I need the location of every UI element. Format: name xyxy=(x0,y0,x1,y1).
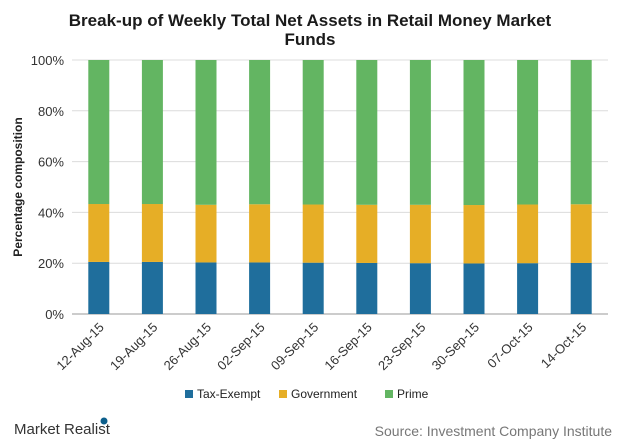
bar-segment xyxy=(463,60,485,206)
bar-segment xyxy=(195,60,217,205)
x-tick-label: 16-Sep-15 xyxy=(321,320,375,374)
y-tick-label: 100% xyxy=(31,53,65,68)
bar-segment xyxy=(409,263,431,314)
bar-segment xyxy=(195,262,217,314)
bar-segment xyxy=(570,60,592,205)
logo-text: Market Realist xyxy=(14,421,111,438)
legend-label: Prime xyxy=(397,387,429,401)
bar-segment xyxy=(409,60,431,205)
bar-segment xyxy=(88,204,110,262)
chart-title-line-1: Break-up of Weekly Total Net Assets in R… xyxy=(69,11,552,30)
y-tick-label: 20% xyxy=(38,256,64,271)
legend-label: Tax-Exempt xyxy=(197,387,261,401)
bar-segment xyxy=(88,261,110,314)
bar-segment xyxy=(517,204,539,264)
x-tick-label: 09-Sep-15 xyxy=(268,320,322,374)
y-tick-label: 80% xyxy=(38,104,64,119)
source-note: Source: Investment Company Institute xyxy=(375,423,613,439)
chart-title-line-2: Funds xyxy=(285,30,336,49)
bars xyxy=(88,60,592,314)
x-tick-label: 07-Oct-15 xyxy=(484,320,535,371)
x-tick-label: 30-Sep-15 xyxy=(429,320,483,374)
bar-segment xyxy=(249,262,271,314)
y-tick-label: 60% xyxy=(38,155,64,170)
bar-segment xyxy=(195,204,217,263)
y-axis-label: Percentage composition xyxy=(11,117,25,256)
legend-swatch xyxy=(279,390,287,398)
bar-segment xyxy=(302,60,324,205)
y-tick-label: 40% xyxy=(38,205,64,220)
bar-segment xyxy=(141,60,163,205)
bar-segment xyxy=(249,204,271,263)
bar-segment xyxy=(517,263,539,314)
x-axis-ticks: 12-Aug-15 19-Aug-15 26-Aug-15 02-Sep-15 09-S… xyxy=(53,320,589,374)
legend: Tax-Exempt Government Prime xyxy=(185,387,429,401)
bar-segment xyxy=(463,205,485,264)
bar-segment xyxy=(356,262,378,314)
x-tick-label: 23-Sep-15 xyxy=(375,320,429,374)
bar-segment xyxy=(356,204,378,263)
bar-segment xyxy=(88,60,110,205)
logo-dot-icon xyxy=(100,417,108,425)
bar-segment xyxy=(249,60,271,205)
x-tick-label: 12-Aug-15 xyxy=(53,320,107,374)
bar-segment xyxy=(463,263,485,314)
x-tick-label: 19-Aug-15 xyxy=(107,320,161,374)
bar-segment xyxy=(409,204,431,264)
bar-segment xyxy=(517,60,539,205)
legend-label: Government xyxy=(291,387,358,401)
footer-logo: Market Realist xyxy=(14,417,111,438)
bar-segment xyxy=(141,261,163,314)
bar-segment xyxy=(356,60,378,205)
legend-swatch xyxy=(185,390,193,398)
y-axis-ticks: 0% 20% 40% 60% 80% 100% xyxy=(31,53,65,322)
bar-segment xyxy=(302,262,324,314)
x-tick-label: 14-Oct-15 xyxy=(538,320,589,371)
x-tick-label: 02-Sep-15 xyxy=(214,320,268,374)
x-tick-label: 26-Aug-15 xyxy=(161,320,215,374)
bar-segment xyxy=(302,204,324,263)
y-tick-label: 0% xyxy=(45,307,64,322)
bar-segment xyxy=(570,204,592,263)
bar-segment xyxy=(570,262,592,314)
bar-segment xyxy=(141,204,163,262)
legend-swatch xyxy=(385,390,393,398)
